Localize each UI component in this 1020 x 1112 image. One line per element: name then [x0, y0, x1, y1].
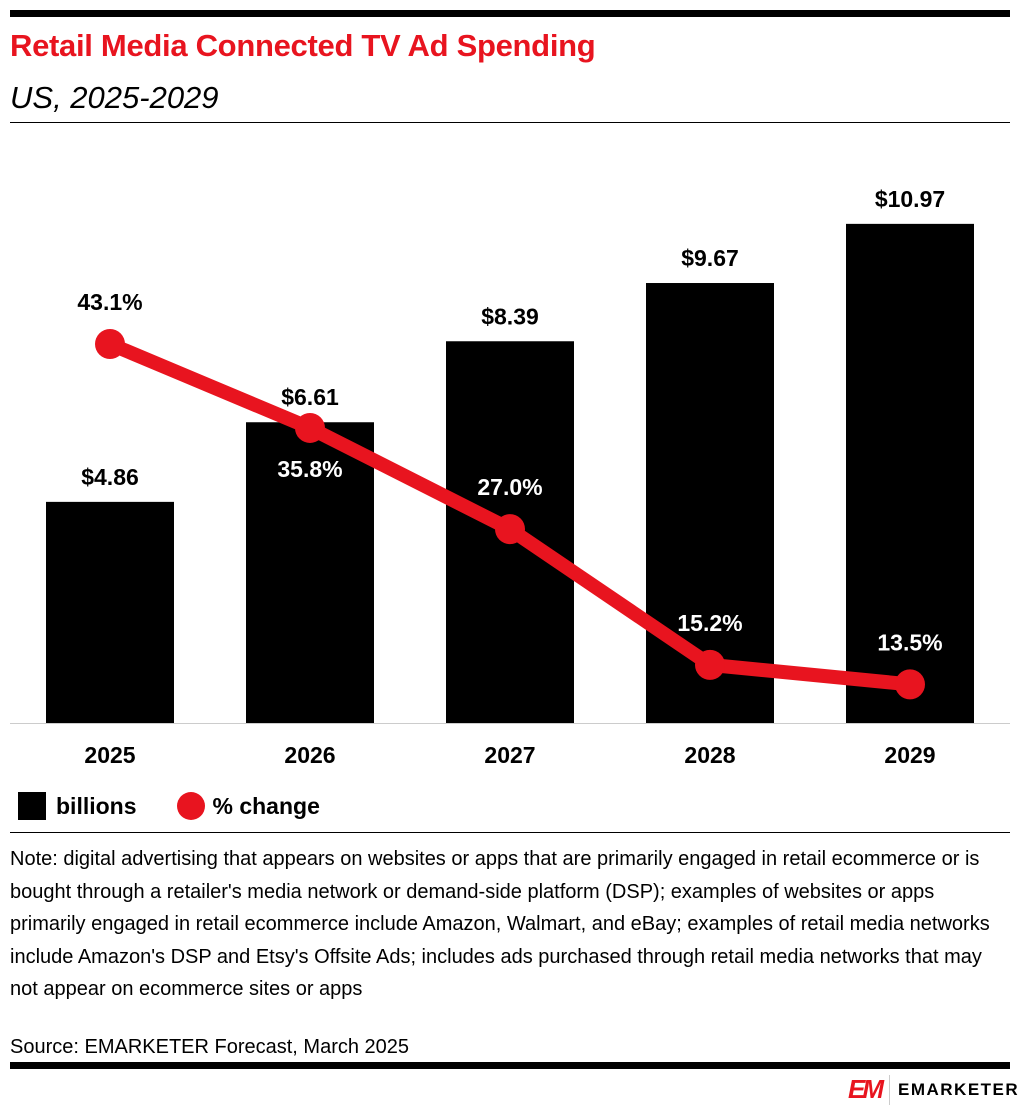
line-point-2028	[695, 649, 725, 680]
bar-2028	[646, 283, 774, 723]
bar-label-2028: $9.67	[681, 245, 739, 271]
line-point-2029	[895, 669, 925, 700]
line-label-2027: 27.0%	[477, 474, 542, 500]
legend-swatch-line	[176, 792, 205, 820]
divider	[10, 832, 1010, 833]
line-label-2028: 15.2%	[677, 610, 742, 636]
top-bar	[10, 10, 1010, 17]
bar-label-2027: $8.39	[481, 303, 539, 329]
legend-label-bars: billions	[56, 792, 137, 819]
bar-2025	[46, 501, 174, 723]
line-label-2026: 35.8%	[277, 456, 342, 482]
chart-subtitle: US, 2025-2029	[10, 80, 219, 115]
logo-separator	[889, 1074, 890, 1105]
bottom-bar	[10, 1062, 1010, 1069]
line-point-2026	[295, 412, 325, 443]
bar-label-2029: $10.97	[875, 186, 945, 212]
note: Note: digital advertising that appears o…	[10, 848, 990, 1000]
x-tick-label: 2026	[284, 742, 335, 768]
bar-2029	[846, 223, 974, 724]
x-tick-label: 2027	[484, 742, 535, 768]
bar-label-2025: $4.86	[81, 464, 139, 490]
line-label-2025: 43.1%	[77, 289, 142, 315]
line-point-2027	[495, 514, 525, 545]
x-tick-label: 2025	[84, 742, 135, 768]
line-point-2025	[95, 329, 125, 359]
legend: billions % change	[18, 792, 320, 820]
legend-label-line: % change	[212, 792, 320, 819]
x-tick-label: 2029	[884, 742, 935, 768]
emarketer-logo: EM EMARKETER	[848, 1074, 1019, 1105]
divider	[10, 122, 1010, 123]
legend-swatch-bars	[18, 792, 46, 820]
bar-label-2026: $6.61	[281, 384, 339, 410]
line-label-2029: 13.5%	[877, 629, 942, 655]
logo-mark: EM	[848, 1074, 884, 1104]
source: Source: EMARKETER Forecast, March 2025	[10, 1036, 410, 1058]
bar-2026	[246, 422, 374, 723]
chart: $4.86 2025 $6.61 2026 $8.39 2027 $9.67 2028 $10.…	[10, 186, 1010, 768]
logo-text: EMARKETER	[898, 1079, 1020, 1099]
x-tick-label: 2028	[684, 742, 735, 768]
chart-title: Retail Media Connected TV Ad Spending	[10, 28, 596, 63]
